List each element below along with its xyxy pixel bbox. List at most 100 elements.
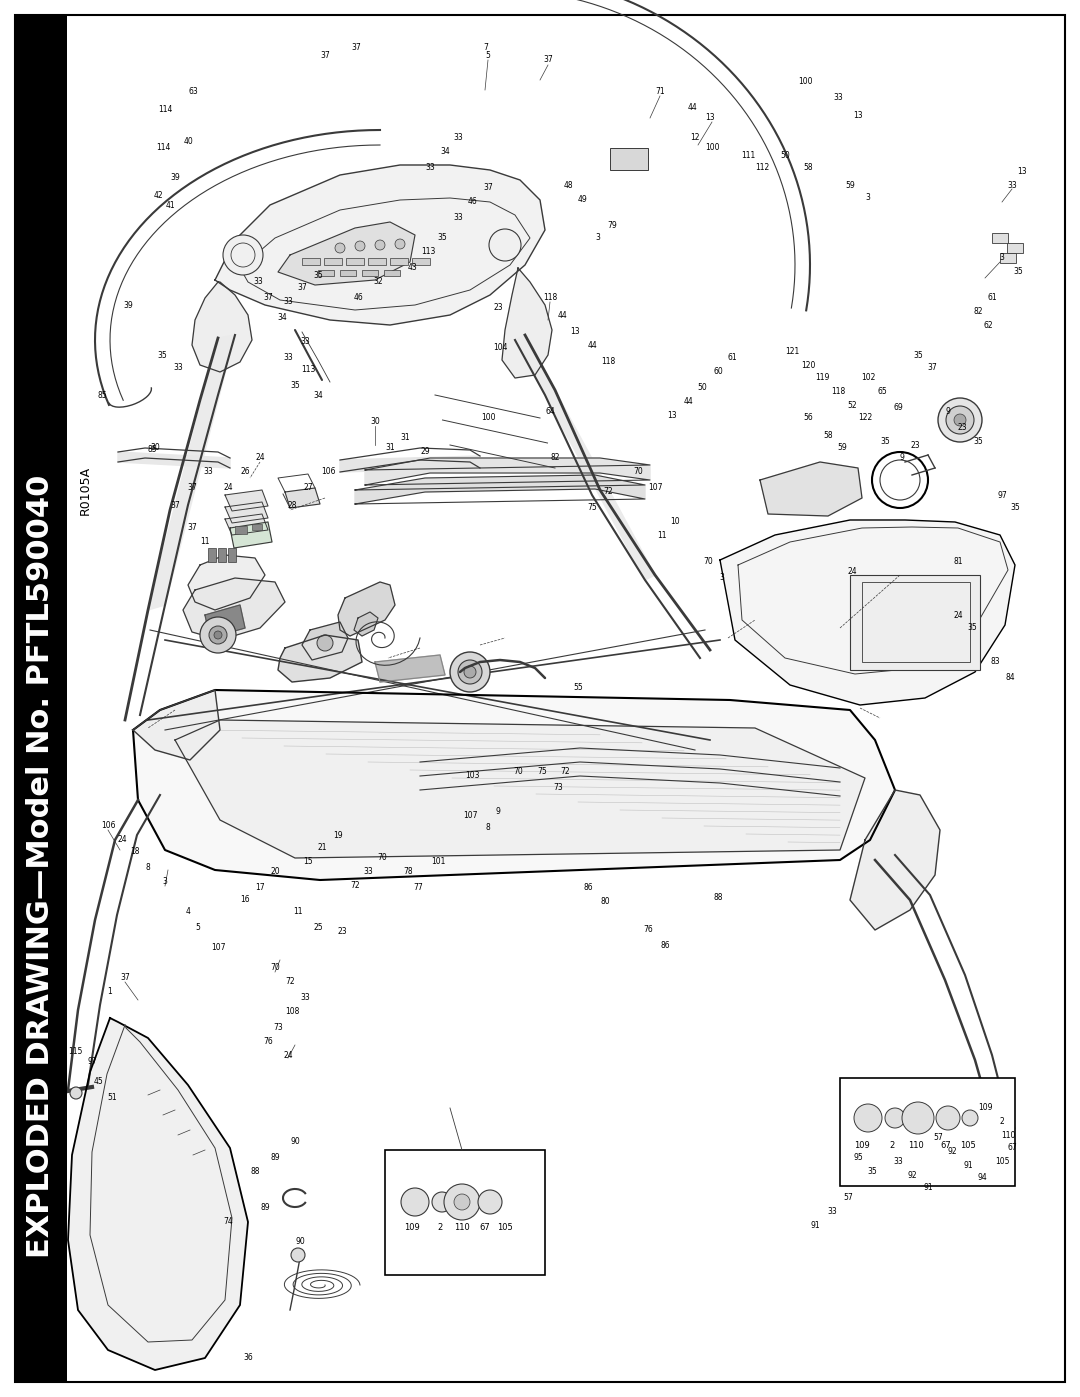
Text: 57: 57 xyxy=(933,1133,943,1143)
Circle shape xyxy=(954,414,966,426)
Text: 78: 78 xyxy=(403,868,413,876)
Text: 69: 69 xyxy=(893,404,903,412)
Text: 18: 18 xyxy=(131,848,139,856)
Text: 35: 35 xyxy=(913,351,923,359)
Text: 37: 37 xyxy=(187,483,197,493)
Text: 85: 85 xyxy=(97,391,107,400)
Polygon shape xyxy=(850,789,940,930)
Text: 24: 24 xyxy=(255,454,265,462)
Text: 13: 13 xyxy=(570,327,580,337)
Text: 59: 59 xyxy=(837,443,847,453)
Text: 74: 74 xyxy=(224,1218,233,1227)
Bar xyxy=(218,548,226,562)
Text: 32: 32 xyxy=(374,278,382,286)
Circle shape xyxy=(70,1087,82,1099)
Text: 25: 25 xyxy=(313,923,323,933)
Text: 33: 33 xyxy=(363,868,373,876)
Text: 31: 31 xyxy=(386,443,395,453)
Text: 35: 35 xyxy=(973,437,983,447)
Text: 33: 33 xyxy=(300,338,310,346)
Text: 114: 114 xyxy=(158,106,172,115)
Text: 110: 110 xyxy=(908,1140,923,1150)
Text: 61: 61 xyxy=(987,293,997,303)
Text: 110: 110 xyxy=(454,1224,470,1232)
Text: 41: 41 xyxy=(165,201,175,210)
Text: 109: 109 xyxy=(404,1224,420,1232)
Text: 5: 5 xyxy=(486,52,490,60)
Text: 105: 105 xyxy=(960,1140,976,1150)
Text: 76: 76 xyxy=(643,925,653,935)
Text: 118: 118 xyxy=(600,358,616,366)
Polygon shape xyxy=(205,605,245,638)
Text: 13: 13 xyxy=(1017,168,1027,176)
Text: 72: 72 xyxy=(350,880,360,890)
Text: 33: 33 xyxy=(173,363,183,373)
Bar xyxy=(318,270,334,277)
Text: 28: 28 xyxy=(287,500,297,510)
Text: 5: 5 xyxy=(195,923,201,933)
Text: 75: 75 xyxy=(537,767,546,777)
Text: 29: 29 xyxy=(420,447,430,457)
Polygon shape xyxy=(338,583,395,636)
Polygon shape xyxy=(133,690,220,760)
Text: 45: 45 xyxy=(93,1077,103,1087)
Bar xyxy=(384,270,400,277)
Bar xyxy=(1000,253,1016,263)
Text: 44: 44 xyxy=(557,310,567,320)
Text: 72: 72 xyxy=(285,978,295,986)
Polygon shape xyxy=(188,555,265,610)
Text: EXPLODED DRAWING—Model No. PFTL590040: EXPLODED DRAWING—Model No. PFTL590040 xyxy=(27,475,55,1257)
Text: 48: 48 xyxy=(563,180,572,190)
Text: 111: 111 xyxy=(741,151,755,159)
Bar xyxy=(610,148,648,170)
Circle shape xyxy=(946,407,974,434)
Circle shape xyxy=(355,242,365,251)
Text: 39: 39 xyxy=(123,300,133,310)
Text: 83: 83 xyxy=(990,658,1000,666)
Circle shape xyxy=(458,659,482,685)
Text: 35: 35 xyxy=(867,1168,877,1176)
Text: 59: 59 xyxy=(846,180,855,190)
Text: 2: 2 xyxy=(437,1224,443,1232)
Text: 73: 73 xyxy=(273,1024,283,1032)
Text: 67: 67 xyxy=(480,1224,490,1232)
Bar xyxy=(840,1078,1015,1186)
Bar xyxy=(252,524,262,529)
Text: 97: 97 xyxy=(997,490,1007,500)
Text: 37: 37 xyxy=(543,56,553,64)
Text: 20: 20 xyxy=(270,868,280,876)
Bar xyxy=(340,270,356,277)
Text: 106: 106 xyxy=(321,468,335,476)
Text: 36: 36 xyxy=(243,1354,253,1362)
Text: 63: 63 xyxy=(188,88,198,96)
Text: 34: 34 xyxy=(313,391,323,400)
Text: 37: 37 xyxy=(927,363,936,373)
Text: 52: 52 xyxy=(847,401,856,409)
Text: 40: 40 xyxy=(184,137,193,147)
Text: 7: 7 xyxy=(484,43,488,53)
Text: 62: 62 xyxy=(983,320,993,330)
Text: 73: 73 xyxy=(553,784,563,792)
Polygon shape xyxy=(340,455,480,472)
Text: 33: 33 xyxy=(426,163,435,172)
Text: 65: 65 xyxy=(877,387,887,397)
Text: 27: 27 xyxy=(303,483,313,493)
Text: 13: 13 xyxy=(853,110,863,120)
Text: 103: 103 xyxy=(464,771,480,780)
Text: 121: 121 xyxy=(785,348,799,356)
Text: 118: 118 xyxy=(831,387,846,397)
Text: 19: 19 xyxy=(334,830,342,840)
Text: 70: 70 xyxy=(633,468,643,476)
Text: 86: 86 xyxy=(583,883,593,893)
Text: 72: 72 xyxy=(561,767,570,777)
Text: 37: 37 xyxy=(297,284,307,292)
Text: 8: 8 xyxy=(146,863,150,873)
Text: 23: 23 xyxy=(910,440,920,450)
Polygon shape xyxy=(225,514,268,535)
Circle shape xyxy=(939,398,982,441)
Polygon shape xyxy=(278,222,415,285)
Text: 104: 104 xyxy=(492,344,508,352)
Text: 34: 34 xyxy=(278,313,287,323)
Text: 3: 3 xyxy=(865,194,870,203)
Text: 13: 13 xyxy=(667,411,677,419)
